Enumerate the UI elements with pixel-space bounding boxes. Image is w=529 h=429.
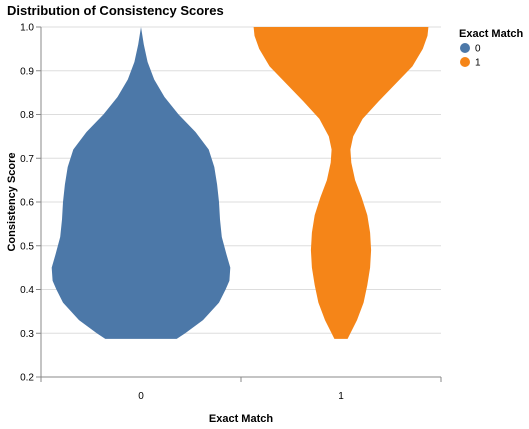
y-tick-label: 0.4 bbox=[20, 285, 34, 296]
chart-title: Distribution of Consistency Scores bbox=[7, 3, 224, 18]
legend-title: Exact Match bbox=[459, 28, 523, 40]
violin-1 bbox=[253, 27, 429, 339]
y-tick-label: 1.0 bbox=[20, 23, 34, 34]
y-tick-label: 0.2 bbox=[20, 373, 34, 384]
violin-0 bbox=[51, 27, 231, 339]
legend-label: 1 bbox=[475, 58, 481, 69]
violins bbox=[51, 27, 429, 339]
x-tick-label: 0 bbox=[138, 391, 144, 402]
y-axis-title: Consistency Score bbox=[6, 152, 18, 251]
axes: 0.2 0.3 0.4 0.5 0.6 0.7 0.8 0.9 1.0 0 1 bbox=[20, 23, 442, 402]
legend: Exact Match 0 1 bbox=[459, 28, 523, 69]
y-tick-label: 0.7 bbox=[20, 154, 34, 165]
legend-swatch-1 bbox=[460, 57, 470, 67]
y-tick-label: 0.3 bbox=[20, 329, 34, 340]
y-tick-label: 0.5 bbox=[20, 241, 34, 252]
x-tick-label: 1 bbox=[338, 391, 344, 402]
legend-label: 0 bbox=[475, 44, 481, 55]
y-tick-label: 0.6 bbox=[20, 198, 34, 209]
y-tick-label: 0.8 bbox=[20, 110, 34, 121]
legend-swatch-0 bbox=[460, 43, 470, 53]
y-tick-label: 0.9 bbox=[20, 66, 34, 77]
x-axis-title: Exact Match bbox=[209, 413, 273, 425]
